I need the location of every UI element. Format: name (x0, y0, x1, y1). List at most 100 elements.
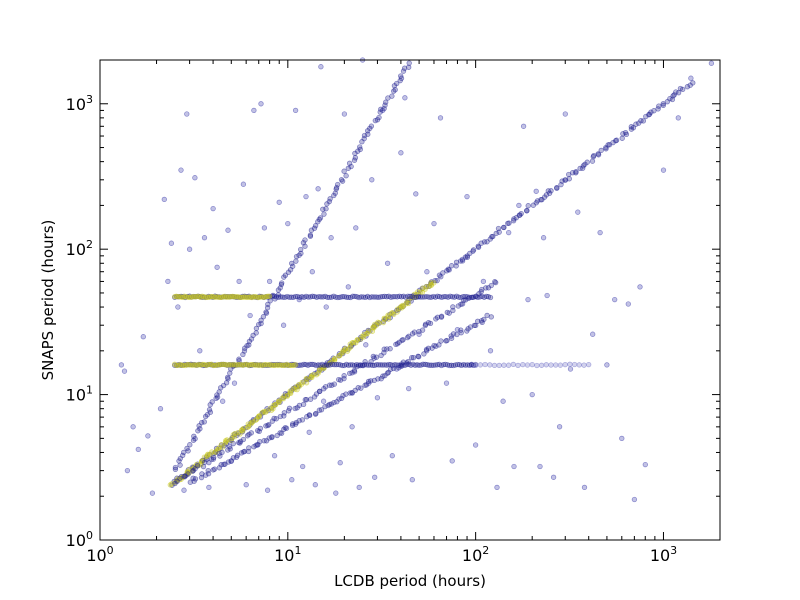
data-point (529, 361, 535, 368)
data-point (157, 406, 164, 412)
data-point (450, 304, 456, 310)
data-point (236, 356, 242, 362)
data-point (315, 186, 321, 192)
data-point (145, 433, 151, 439)
data-point (269, 434, 275, 440)
data-point (149, 490, 156, 496)
data-point (337, 460, 343, 466)
data-point (557, 362, 564, 368)
data-point (389, 93, 395, 99)
data-point (389, 309, 396, 316)
data-point (493, 279, 499, 286)
data-point (562, 361, 568, 368)
data-point (374, 395, 381, 401)
data-point (130, 424, 136, 430)
data-point (516, 202, 522, 209)
data-point (567, 361, 573, 367)
data-point (317, 215, 324, 221)
data-point (247, 312, 253, 319)
data-point (404, 299, 410, 305)
data-point (525, 296, 531, 303)
data-point (303, 193, 309, 200)
data-point (417, 289, 424, 295)
data-point (312, 223, 319, 229)
data-point (416, 331, 422, 337)
data-point (309, 269, 315, 275)
data-point (422, 286, 428, 292)
data-point (630, 125, 637, 131)
data-point (506, 229, 512, 236)
data-point (172, 466, 179, 473)
data-point (225, 227, 231, 233)
data-point (400, 68, 407, 74)
data-point (184, 111, 190, 117)
data-point (343, 173, 349, 179)
data-point (349, 424, 355, 430)
data-point (440, 270, 446, 276)
data-point (227, 370, 233, 376)
data-point (575, 209, 581, 215)
data-point (195, 463, 201, 469)
data-point (338, 177, 345, 183)
data-point (306, 429, 312, 435)
data-point (524, 207, 530, 214)
data-point (506, 220, 512, 226)
data-point (236, 278, 242, 285)
data-point (289, 477, 295, 483)
data-point (483, 285, 489, 291)
data-point (197, 348, 203, 354)
x-tick-label: 100 (86, 544, 113, 565)
data-point (640, 118, 647, 124)
data-point (192, 476, 199, 482)
data-point (192, 175, 198, 181)
data-point (548, 188, 554, 194)
data-point (118, 362, 125, 368)
data-point (581, 484, 588, 491)
y-tick-labels: 100 101 102 103 (66, 93, 93, 550)
data-point (365, 328, 372, 334)
data-point (438, 313, 445, 319)
data-point (181, 487, 187, 493)
data-point (533, 188, 539, 194)
data-point (206, 484, 212, 491)
data-point (680, 86, 686, 93)
data-point (464, 193, 470, 200)
data-point (121, 368, 128, 374)
data-point (202, 459, 208, 465)
data-point (311, 225, 318, 231)
data-point (427, 320, 434, 327)
data-point (376, 320, 382, 326)
data-point (181, 449, 187, 456)
data-point (660, 102, 666, 109)
data-point (402, 95, 408, 101)
data-point (631, 496, 638, 503)
data-point (230, 440, 236, 447)
data-point (487, 294, 494, 301)
data-point (480, 278, 487, 285)
data-point (656, 103, 662, 109)
data-point (272, 402, 278, 408)
data-point (345, 165, 351, 171)
data-point (298, 250, 304, 257)
data-point (431, 220, 437, 227)
data-point (437, 115, 444, 121)
data-point (203, 472, 209, 478)
data-point (219, 449, 225, 456)
data-point (684, 84, 691, 90)
data-point (398, 73, 404, 79)
data-point (398, 150, 404, 156)
data-point (211, 454, 217, 461)
data-point (455, 303, 461, 309)
data-point (688, 75, 694, 81)
data-point (446, 267, 452, 273)
data-point (328, 401, 335, 407)
data-point (321, 211, 327, 217)
data-point (619, 135, 625, 141)
data-point (538, 362, 545, 368)
data-point (278, 430, 285, 436)
data-point (518, 210, 524, 217)
data-point (472, 362, 479, 369)
data-point (401, 65, 408, 71)
data-point (496, 362, 502, 369)
data-point (340, 392, 346, 399)
